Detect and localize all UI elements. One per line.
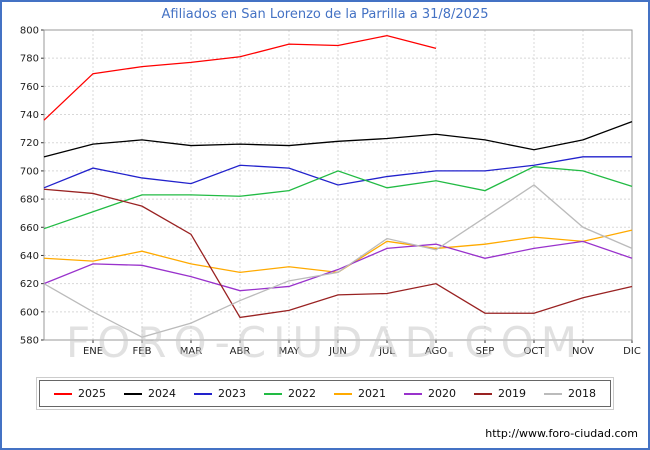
legend-swatch-2019 xyxy=(474,392,492,395)
x-tick-label: ENE xyxy=(83,346,103,357)
x-tick-label: MAR xyxy=(180,346,202,357)
x-tick-label: JUL xyxy=(378,346,395,357)
legend-label-2021: 2021 xyxy=(358,387,386,400)
legend-item-2020: 2020 xyxy=(404,387,456,400)
series-line-2018 xyxy=(43,184,633,338)
x-tick-label: AGO xyxy=(425,346,447,357)
plot-border xyxy=(43,29,633,341)
legend: 2025 2024 2023 2022 2021 2020 2019 2018 xyxy=(36,377,614,410)
legend-swatch-2023 xyxy=(194,392,212,395)
legend-item-2018: 2018 xyxy=(544,387,596,400)
y-tick-label: 600 xyxy=(20,307,39,318)
series-line-2019 xyxy=(43,188,633,319)
legend-label-2022: 2022 xyxy=(288,387,316,400)
legend-label-2025: 2025 xyxy=(78,387,106,400)
x-tick-label: NOV xyxy=(572,346,594,357)
footer-url[interactable]: http://www.foro-ciudad.com xyxy=(485,427,638,440)
x-tick-label: MAY xyxy=(279,346,301,357)
chart-canvas: 580 600 620 640 660 680 700 720 740 760 780 800 ENE F… xyxy=(20,26,641,358)
y-tick-label: 760 xyxy=(20,82,39,93)
y-tick-label: 800 xyxy=(20,26,39,37)
y-tick-label: 780 xyxy=(20,54,39,65)
x-tick-label: JUN xyxy=(328,346,347,357)
legend-item-2025: 2025 xyxy=(54,387,106,400)
series-line-2023 xyxy=(43,156,632,189)
y-tick-label: 660 xyxy=(20,223,39,234)
legend-label-2023: 2023 xyxy=(218,387,246,400)
legend-item-2022: 2022 xyxy=(264,387,316,400)
y-tick-label: 640 xyxy=(20,251,39,262)
legend-swatch-2025 xyxy=(54,392,72,395)
legend-item-2019: 2019 xyxy=(474,387,526,400)
legend-swatch-2018 xyxy=(544,392,562,395)
y-tick-label: 700 xyxy=(20,166,39,177)
series-line-2020 xyxy=(43,240,633,292)
legend-label-2024: 2024 xyxy=(148,387,176,400)
legend-label-2019: 2019 xyxy=(498,387,526,400)
legend-swatch-2021 xyxy=(334,392,352,395)
x-tick-label: ABR xyxy=(230,346,251,357)
series-line-2025 xyxy=(43,34,437,121)
y-tick-label: 580 xyxy=(20,336,39,347)
y-tick-label: 720 xyxy=(20,138,39,149)
y-tick-label: 680 xyxy=(20,195,39,206)
x-tick-label: FEB xyxy=(133,346,152,357)
y-tick-label: 740 xyxy=(20,110,39,121)
legend-label-2018: 2018 xyxy=(568,387,596,400)
legend-swatch-2024 xyxy=(124,392,142,395)
series-line-2024 xyxy=(43,120,633,158)
legend-swatch-2020 xyxy=(404,392,422,395)
legend-label-2020: 2020 xyxy=(428,387,456,400)
legend-item-2021: 2021 xyxy=(334,387,386,400)
legend-item-2024: 2024 xyxy=(124,387,176,400)
legend-item-2023: 2023 xyxy=(194,387,246,400)
x-tick-label: SEP xyxy=(476,346,495,357)
series-line-2022 xyxy=(43,166,633,230)
x-tick-label: OCT xyxy=(524,346,546,357)
x-tick-label: DIC xyxy=(623,346,641,357)
y-tick-label: 620 xyxy=(20,279,39,290)
chart-title: Afiliados en San Lorenzo de la Parrilla … xyxy=(161,7,489,22)
legend-swatch-2022 xyxy=(264,392,282,395)
